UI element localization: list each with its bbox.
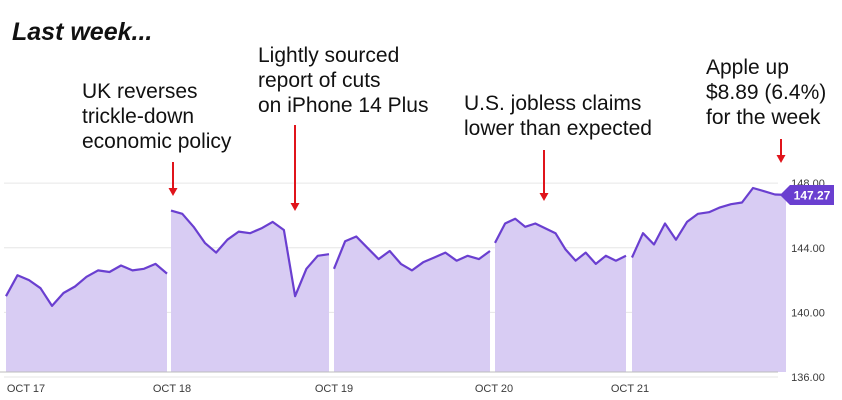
chart-heading: Last week... xyxy=(12,18,153,46)
annotation-line: lower than expected xyxy=(464,117,652,140)
session-area-oct-21 xyxy=(632,188,786,372)
x-tick-label: OCT 17 xyxy=(7,383,45,395)
annotation-arrow-head xyxy=(539,193,549,201)
y-tick-label: 136.00 xyxy=(791,372,825,384)
annotation-line: U.S. jobless claims xyxy=(464,92,642,115)
annotation-line: on iPhone 14 Plus xyxy=(258,94,429,117)
annotation-line: $8.89 (6.4%) xyxy=(706,81,827,104)
annotation-arrow-head xyxy=(776,155,786,163)
x-tick-label: OCT 18 xyxy=(153,383,191,395)
session-line-oct-18 xyxy=(170,209,330,298)
annotation-iphone-cuts: Lightly sourced report of cuts on iPhone… xyxy=(258,43,428,118)
session-area-oct-20 xyxy=(495,218,626,372)
annotation-line: report of cuts xyxy=(258,69,381,92)
session-line-oct-20 xyxy=(494,217,627,265)
annotation-arrow-head xyxy=(168,188,178,196)
y-tick-label: 144.00 xyxy=(791,243,825,255)
session-line-oct-21 xyxy=(630,186,787,258)
session-line-oct-19 xyxy=(332,235,491,272)
x-tick-label: OCT 19 xyxy=(315,383,353,395)
y-tick-label: 140.00 xyxy=(791,307,825,319)
annotation-arrow-head xyxy=(290,203,300,211)
annotation-line: Lightly sourced xyxy=(258,44,400,67)
x-tick-label: OCT 20 xyxy=(475,383,513,395)
session-area-oct-18 xyxy=(171,210,329,372)
session-area-oct-19 xyxy=(334,236,490,372)
annotation-line: UK reverses xyxy=(82,80,198,103)
annotation-jobless-claims: U.S. jobless claims lower than expected xyxy=(464,91,652,141)
session-line-oct-17 xyxy=(5,262,168,307)
annotation-line: Apple up xyxy=(706,56,789,79)
x-tick-label: OCT 21 xyxy=(611,383,649,395)
last-price-badge xyxy=(780,184,834,205)
annotation-line: economic policy xyxy=(82,130,232,153)
annotation-weekly-gain: Apple up $8.89 (6.4%) for the week xyxy=(706,55,826,130)
annotation-line: trickle-down xyxy=(82,105,195,128)
session-area-oct-17 xyxy=(6,263,167,372)
last-price-label: 147.27 xyxy=(794,188,831,202)
annotation-line: for the week xyxy=(706,106,821,129)
annotation-uk-policy: UK reverses trickle-down economic policy xyxy=(82,79,231,154)
